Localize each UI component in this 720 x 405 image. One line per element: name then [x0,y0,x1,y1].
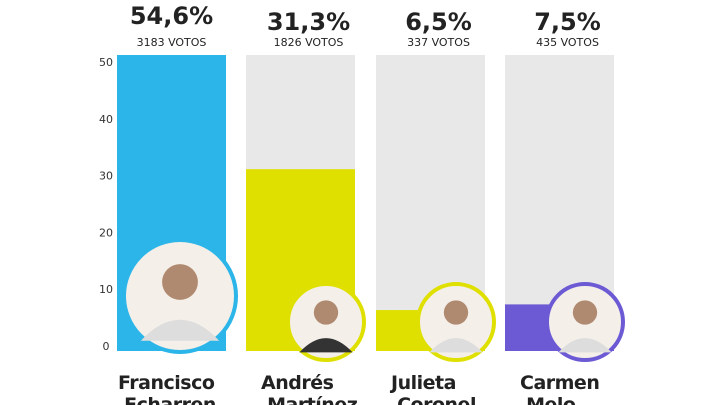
y-tick-label: 40 [99,113,113,126]
y-tick-label: 20 [99,226,113,239]
photo-head [313,300,339,325]
votes-label: 1826 VOTOS [274,36,344,49]
photo-body [558,338,612,353]
votes-label: 3183 VOTOS [137,36,207,49]
y-tick-label: 30 [99,170,113,183]
percent-label: 7,5% [534,8,601,36]
percent-label: 6,5% [405,8,472,36]
photo-head [572,300,598,325]
photo-head [162,264,198,300]
candidate-name: Julieta Coronel [389,372,476,405]
candidate-name: Carmen Melo [520,372,599,405]
y-tick-label: 10 [99,283,113,296]
candidate-name: Francisco Echarren [118,372,216,405]
photo-head [443,300,469,325]
percent-label: 54,6% [130,2,213,30]
photo-body [140,319,220,341]
photo-body [299,338,353,353]
votes-label: 435 VOTOS [536,36,599,49]
photo-body [429,338,483,353]
votes-label: 337 VOTOS [407,36,470,49]
percent-label: 31,3% [267,8,350,36]
candidate-name: Andrés Martínez [261,372,358,405]
y-tick-label: 50 [99,56,113,69]
y-tick-label: 0 [103,340,110,353]
